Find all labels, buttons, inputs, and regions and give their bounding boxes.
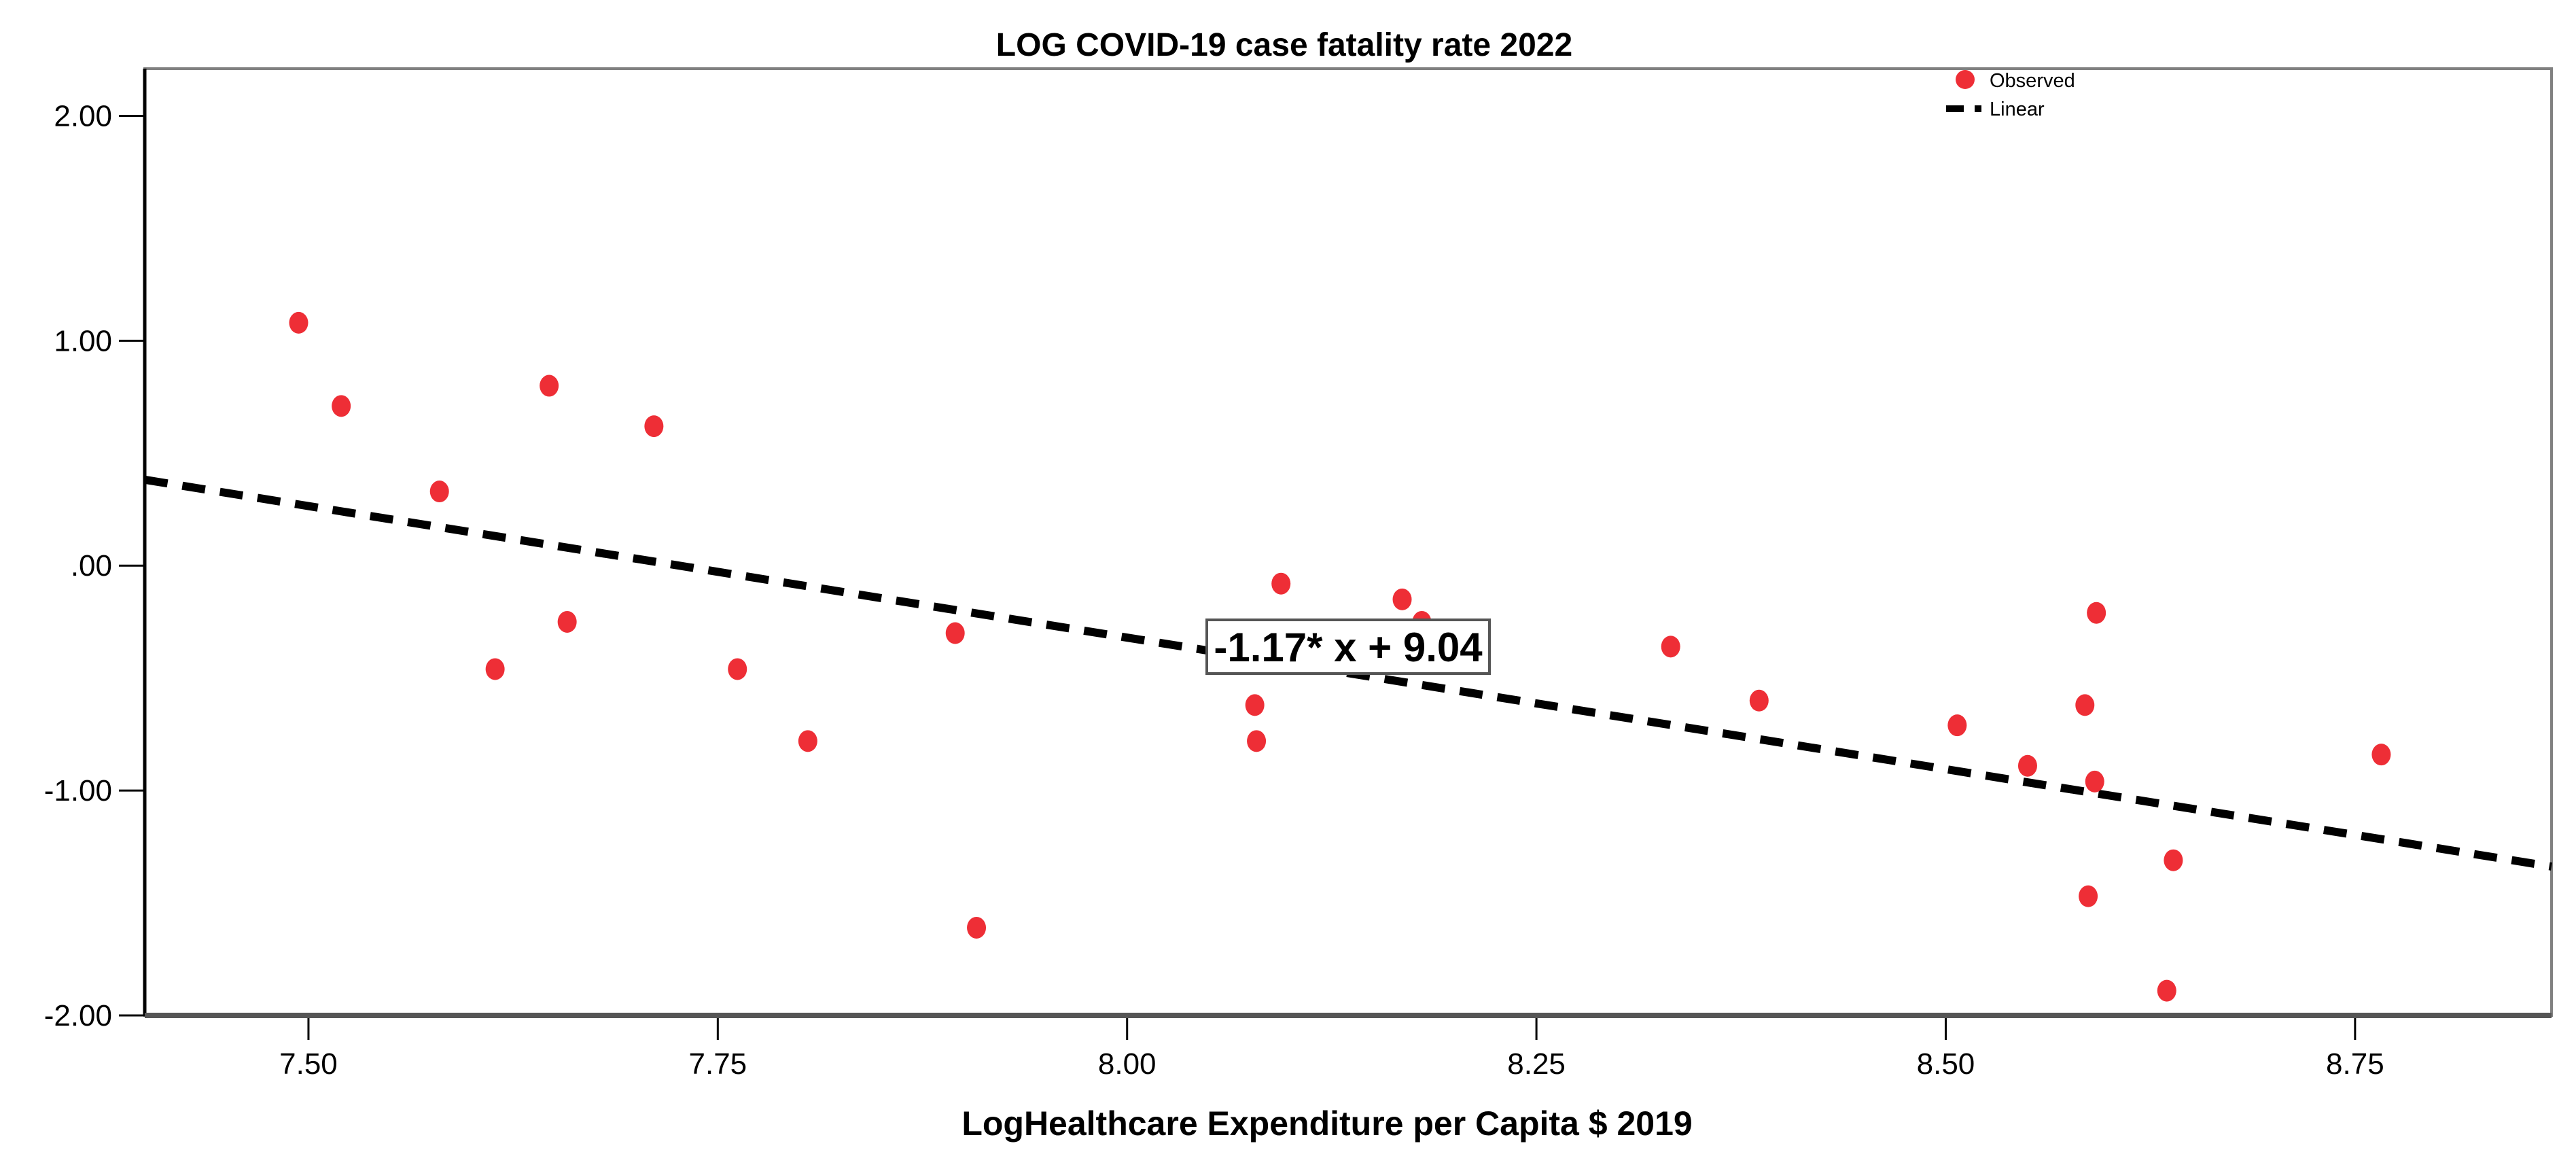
plot-area: [143, 67, 2553, 1017]
x-tick-label: 8.25: [1507, 1047, 1566, 1081]
y-tick-label: -1.00: [44, 774, 112, 807]
x-axis-label: LogHealthcare Expenditure per Capita $ 2…: [961, 1104, 1692, 1143]
legend-linear-label: Linear: [1990, 99, 2045, 120]
y-tick-label: -2.00: [44, 999, 112, 1032]
data-point: [798, 730, 817, 752]
x-tick-label: 8.75: [2326, 1047, 2384, 1081]
legend-observed-label: Observed: [1990, 70, 2075, 92]
y-tick-label: 1.00: [54, 324, 112, 358]
data-point: [967, 916, 987, 939]
data-point: [557, 610, 577, 633]
y-tick-label: 2.00: [54, 99, 112, 133]
data-point: [540, 375, 559, 397]
y-tick-label: .00: [71, 549, 112, 582]
x-tick-label: 8.00: [1098, 1047, 1157, 1081]
data-point: [2017, 754, 2037, 777]
data-point: [728, 658, 747, 680]
data-point: [1247, 730, 1267, 752]
data-point: [2087, 602, 2106, 624]
data-point: [2075, 694, 2095, 716]
data-point: [1947, 714, 1967, 737]
data-point: [1749, 689, 1769, 712]
chart-title: LOG COVID-19 case fatality rate 2022: [996, 27, 1572, 63]
data-point: [289, 311, 308, 334]
data-point: [2371, 744, 2391, 766]
x-tick-label: 7.75: [689, 1047, 747, 1081]
x-tick-label: 7.50: [279, 1047, 338, 1081]
data-point: [1392, 588, 1412, 610]
equation-box: [1205, 619, 1491, 675]
data-point: [2085, 770, 2104, 792]
data-point: [429, 481, 449, 503]
equation-text: -1.17* x + 9.04: [1214, 625, 1483, 670]
data-point: [332, 395, 351, 417]
data-point: [2079, 885, 2098, 907]
x-tick-label: 8.50: [1917, 1047, 1975, 1081]
y-axis: 2.00 1.00 .00 -1.00 -2.00: [44, 99, 145, 1032]
x-axis: 7.50 7.75 8.00 8.25 8.50 8.75: [279, 1015, 2384, 1081]
data-point: [1245, 694, 1265, 716]
data-point: [644, 415, 664, 438]
legend-observed-marker: [1956, 70, 1975, 89]
data-point: [1661, 635, 1680, 658]
equation-label: -1.17* x + 9.04: [1205, 619, 1491, 675]
data-point: [2164, 849, 2183, 871]
data-point: [945, 622, 965, 644]
data-point: [2157, 979, 2176, 1002]
data-point: [1271, 572, 1291, 595]
legend: Observed Linear: [1946, 70, 2075, 120]
data-point: [485, 658, 505, 680]
